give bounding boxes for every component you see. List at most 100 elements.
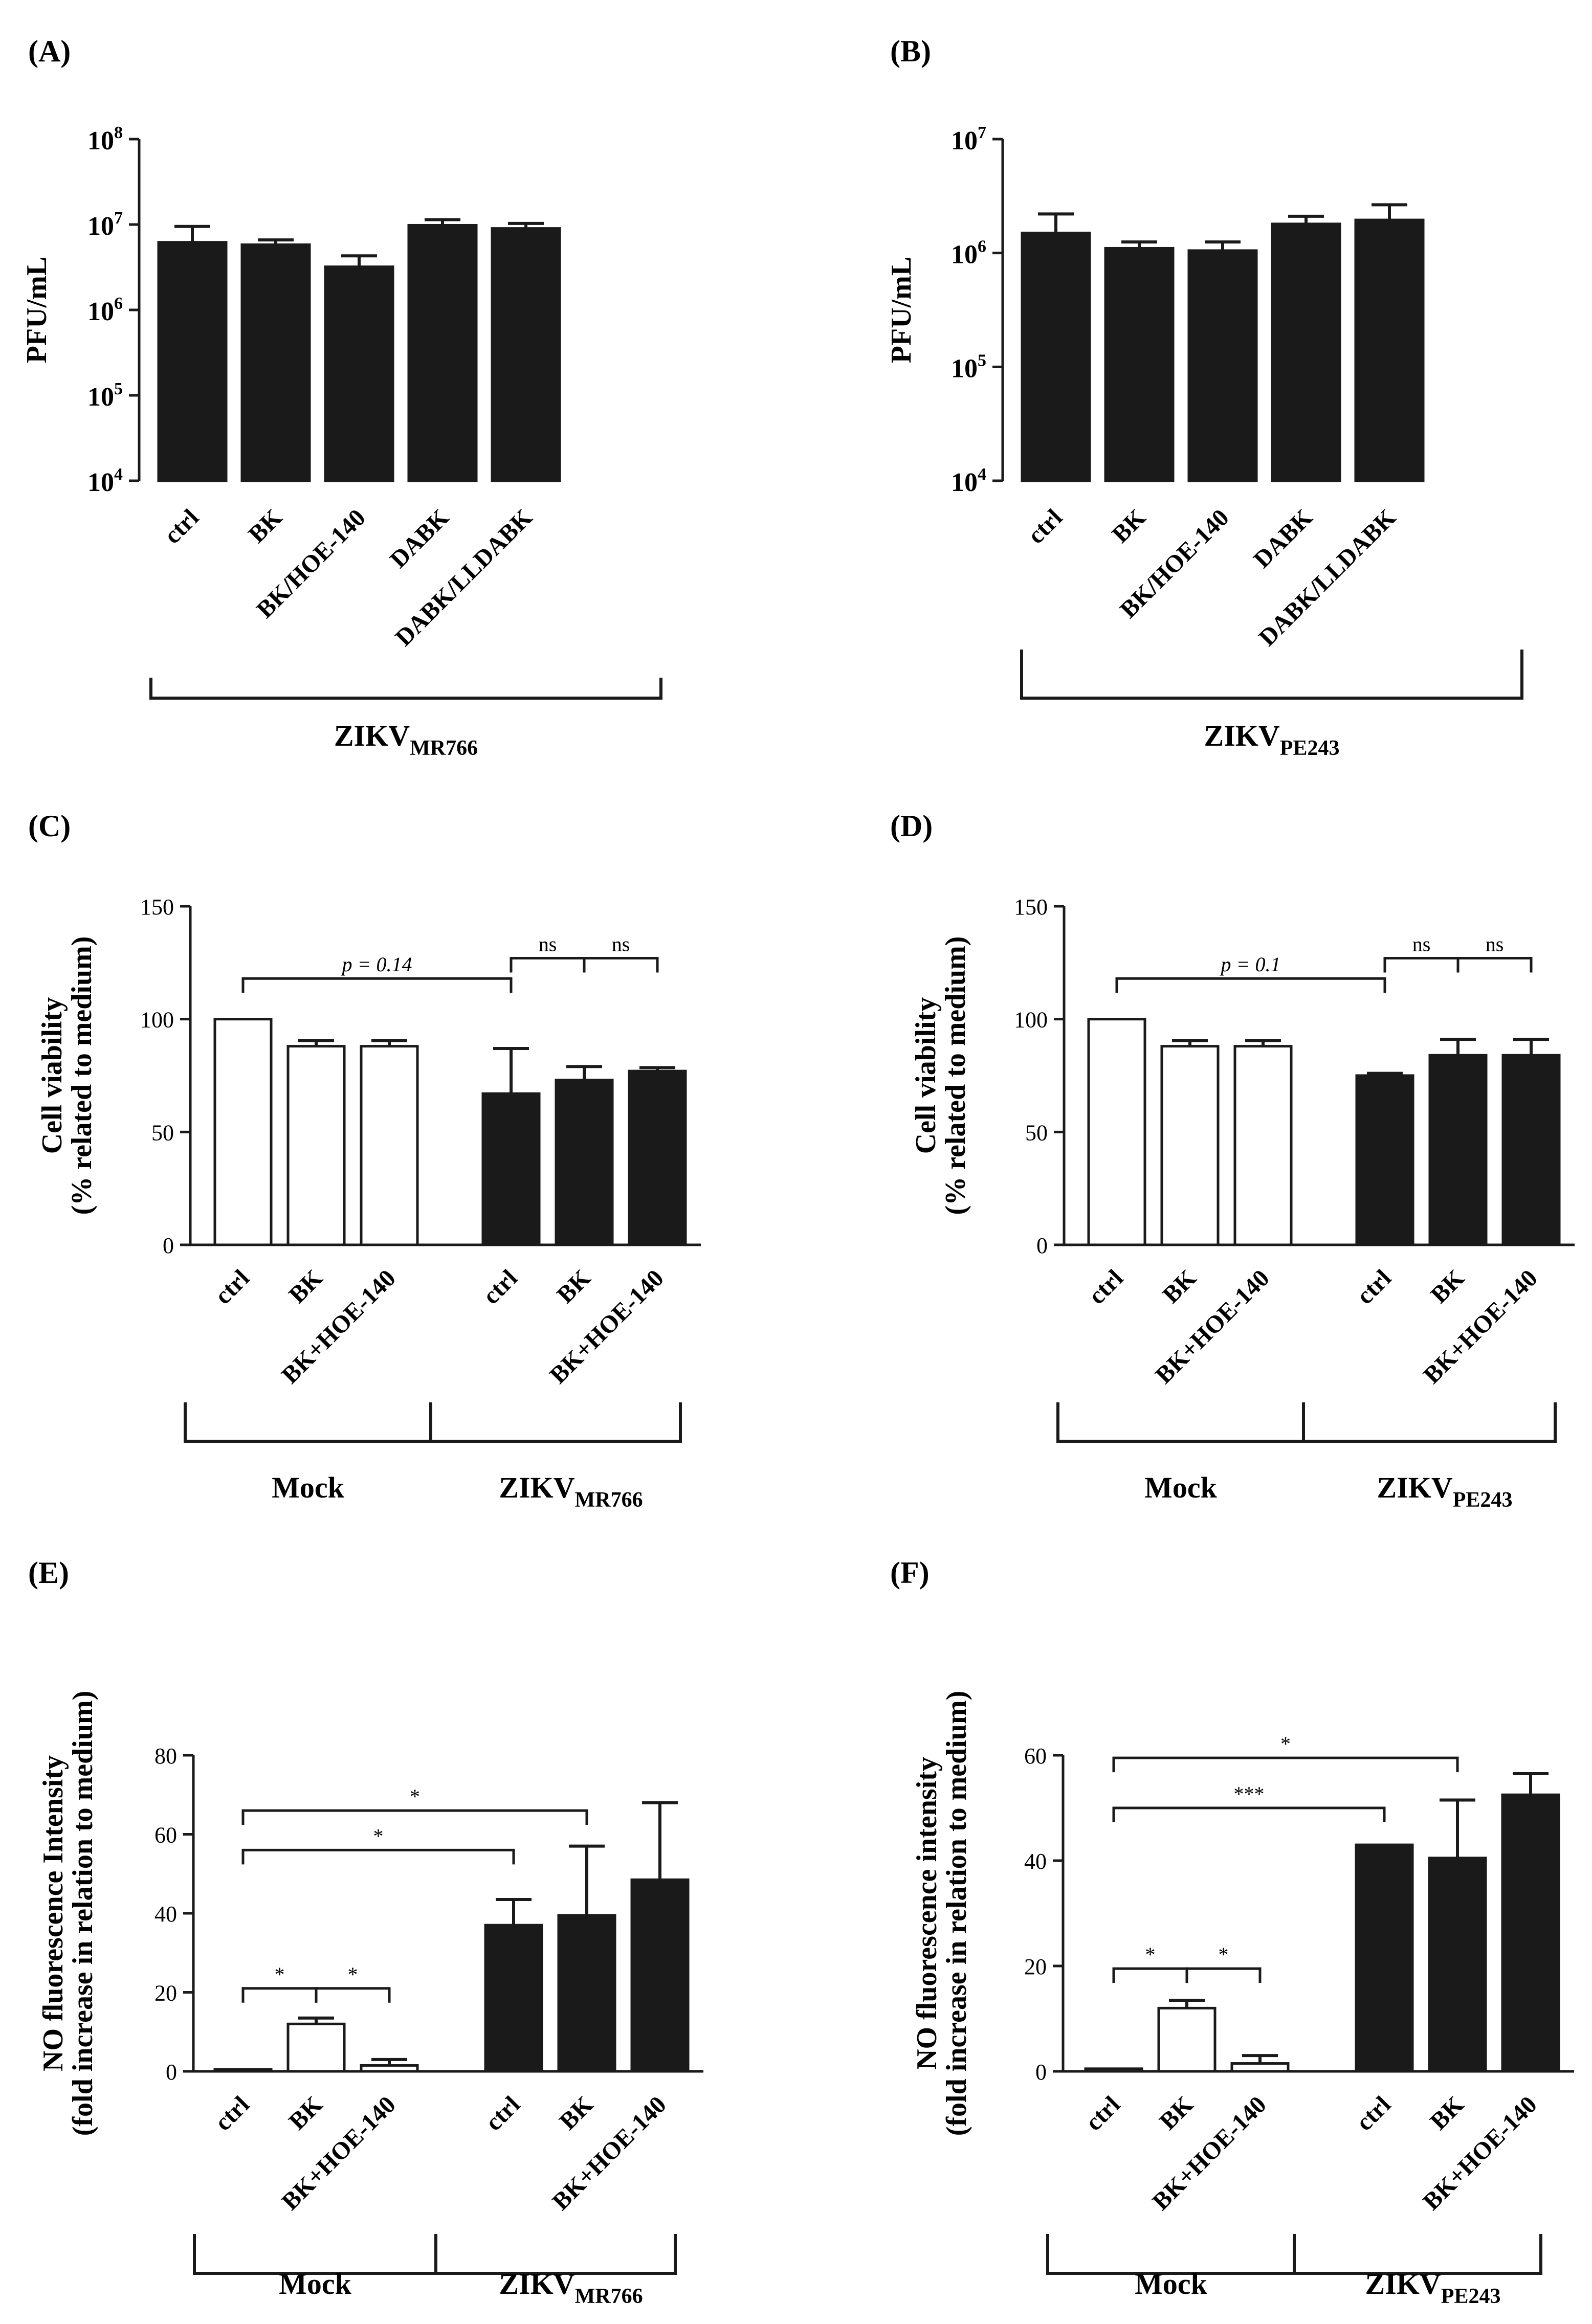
bar [1355,1843,1414,2073]
bar [1087,1018,1146,1246]
significance-label: *** [1234,1782,1265,1805]
y-tick-label: 50 [151,1120,174,1145]
y-tick-label: 107 [87,209,123,241]
bar [1157,2006,1217,2073]
significance-bracket [315,1987,391,2003]
y-tick-label: 80 [154,1744,177,1769]
bar [1354,218,1425,482]
y-axis-label: (% related to medium) [66,936,98,1215]
x-tick-label: BK [243,504,288,548]
bar [557,1914,616,2073]
y-tick-label: 104 [951,465,986,497]
significance-label: * [1145,1943,1156,1966]
significance-label: ns [612,933,630,956]
significance-label: p = 0.14 [341,953,412,976]
y-tick-label: 104 [87,465,123,497]
y-tick-label: 50 [1025,1120,1048,1145]
x-tick-label: ctrl [1351,2091,1396,2136]
bar [481,1092,541,1246]
group-label: ZIKVPE243 [1377,1471,1513,1512]
x-tick-label: ctrl [159,504,204,549]
significance-label: * [275,1963,285,1986]
bar [407,224,478,482]
bar [1084,2067,1143,2073]
significance-bracket [1185,1967,1262,1983]
group-bracket [149,678,662,700]
bar [213,1018,273,1246]
y-tick-label: 150 [1014,895,1048,920]
y-axis-label: (fold increase in relation to medium) [941,1691,972,2136]
significance-bracket [1112,1967,1188,1983]
chart-panel-c: (C) 0 50 100 150 Cell viability(% related to … [28,809,701,1512]
y-axis-label: NO fluorescence intensity [911,1757,943,2070]
panel-label: (B) [890,34,931,68]
group-bracket [184,1402,682,1443]
bar [1271,222,1341,482]
x-tick-label: ctrl [477,1264,522,1309]
bar [628,1069,687,1246]
significance-label: p = 0.1 [1220,953,1281,976]
significance-bracket [241,977,513,993]
significance-bracket [583,957,659,973]
x-tick-label: DABK [1248,504,1318,573]
y-axis-label: PFU/mL [886,257,917,363]
significance-bracket [1115,977,1386,993]
bar [286,2022,346,2073]
panel-label: (E) [28,1556,69,1590]
panel-label: (D) [890,809,933,843]
y-tick-label: 40 [1024,1849,1047,1874]
x-tick-label: ctrl [209,2091,254,2136]
significance-bracket [1456,957,1533,973]
y-axis-label: Cell viability [910,997,942,1154]
bar [1160,1045,1220,1246]
y-tick-label: 150 [140,895,174,920]
significance-bracket [241,1848,515,1865]
significance-bracket [241,1987,318,2003]
significance-label: * [1219,1943,1229,1966]
group-label: ZIKVMR766 [499,2267,643,2308]
significance-bracket [1112,1806,1386,1822]
significance-bracket [1112,1756,1459,1773]
bar [1428,1054,1488,1246]
x-tick-label: BK [1107,504,1151,548]
bar [1230,2062,1290,2073]
group-bracket [1046,2234,1542,2275]
x-tick-label: BK [1154,2091,1199,2135]
x-tick-label: DABK [385,504,454,573]
group-label: Mock [1144,1471,1217,1504]
y-axis-label: NO fluorescence Intensity [37,1755,69,2071]
x-tick-label: ctrl [1080,2091,1125,2136]
y-axis-label: (% related to medium) [940,936,971,1215]
group-bracket [1056,1402,1557,1443]
group-label: ZIKVPE243 [1365,2267,1501,2308]
chart-panel-e: (E) 0 20 40 60 80 NO fluorescence Intensity(fo… [28,1556,703,2308]
bar [491,227,561,482]
chart-panel-d: (D) 0 50 100 150 Cell viability(% related to … [890,809,1575,1512]
significance-label: * [410,1785,420,1808]
y-tick-label: 20 [154,1981,177,2006]
y-axis-label: Cell viability [36,997,68,1154]
y-tick-label: 106 [951,237,986,270]
x-tick-label: BK [283,1264,328,1309]
y-tick-label: 0 [1036,1233,1048,1258]
bar [1233,1045,1293,1246]
panel-label: (A) [28,34,71,68]
bar [286,1045,346,1246]
chart-panel-f: (F) 0 20 40 60 NO fluorescence intensity(fold… [890,1556,1574,2308]
bar [630,1878,690,2073]
x-tick-label: ctrl [1351,1264,1396,1309]
group-label: ZIKVMR766 [334,719,478,760]
bar [157,241,228,482]
y-tick-label: 0 [166,2060,177,2085]
y-axis-label: PFU/mL [21,257,53,363]
y-tick-label: 60 [1024,1744,1047,1769]
significance-label: * [348,1963,358,1986]
group-label: Mock [272,1471,344,1504]
x-tick-label: ctrl [1022,504,1067,549]
x-tick-label: ctrl [1083,1264,1128,1309]
y-tick-label: 100 [1014,1008,1048,1033]
bar [1501,1054,1561,1246]
x-tick-label: ctrl [209,1264,254,1309]
